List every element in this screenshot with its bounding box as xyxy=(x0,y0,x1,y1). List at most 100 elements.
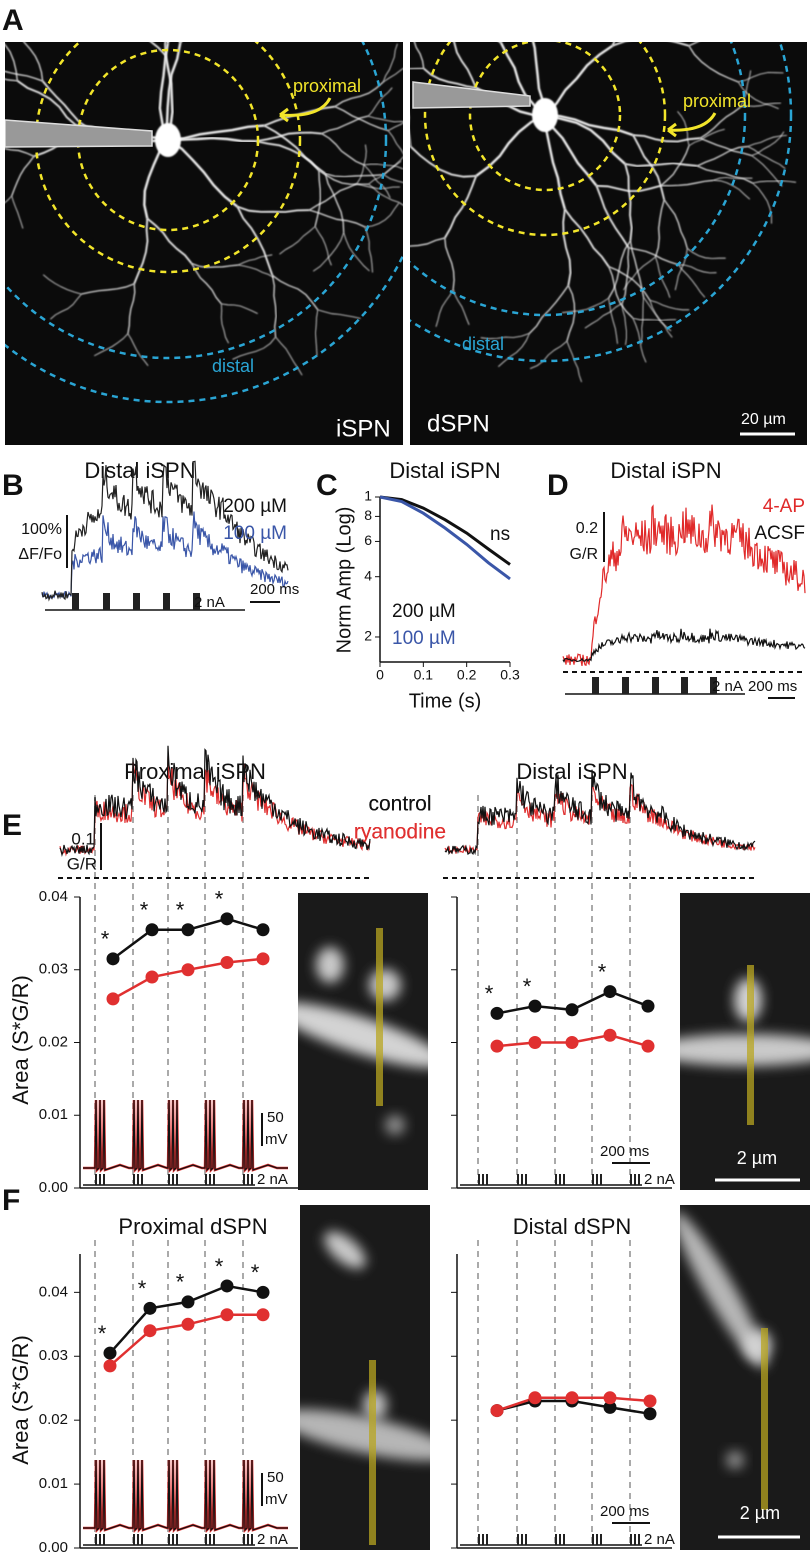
stim-pulse xyxy=(596,1174,598,1185)
image-label: dSPN xyxy=(427,410,490,437)
dendrite xyxy=(751,155,783,187)
dendrite xyxy=(413,42,425,69)
significance: * xyxy=(598,959,607,984)
y-tick-label: 1 xyxy=(364,488,372,504)
scale-label: mV xyxy=(265,1131,288,1148)
stim-pulse xyxy=(486,1534,488,1545)
series-line xyxy=(379,495,511,581)
dendrite xyxy=(158,43,170,141)
stim-pulse xyxy=(638,1534,640,1545)
fluorescence xyxy=(680,1034,810,1066)
stim-pulse xyxy=(168,1534,170,1545)
dendrite xyxy=(584,302,623,329)
stim-pulse xyxy=(209,1174,211,1185)
stim-pulse xyxy=(600,1174,602,1185)
fluorescence xyxy=(300,1409,430,1461)
significance: * xyxy=(215,1254,224,1279)
chart-title: Distal iSPN xyxy=(389,458,500,483)
dendrite xyxy=(384,4,410,26)
stim-pulse xyxy=(555,1534,557,1545)
dendrite xyxy=(312,232,345,272)
stim-pulse xyxy=(600,1534,602,1545)
panel-label: F xyxy=(2,1184,20,1217)
dendrite xyxy=(654,199,665,258)
dendrite xyxy=(363,164,391,199)
dendrite xyxy=(661,179,714,187)
dendrite xyxy=(164,42,167,56)
dendrite xyxy=(608,240,631,299)
dendrite xyxy=(699,137,752,157)
dendrite xyxy=(368,183,403,206)
trace xyxy=(41,511,289,600)
significance: * xyxy=(138,1276,147,1301)
chart-title: Distal dSPN xyxy=(513,1214,632,1239)
voltage-trace xyxy=(83,1099,288,1173)
dendrite xyxy=(334,81,384,108)
stim-pulse xyxy=(141,1174,143,1185)
fluorescence xyxy=(316,947,344,983)
legend-entry: ACSF xyxy=(754,523,805,544)
dendrite xyxy=(747,146,786,170)
dendrite xyxy=(660,145,690,187)
data-point xyxy=(603,1028,617,1042)
dendrite xyxy=(628,247,679,266)
dendrite xyxy=(94,333,129,357)
image-label: distal xyxy=(212,356,254,376)
micrograph xyxy=(5,15,403,445)
dendrite xyxy=(50,293,82,320)
dendrite xyxy=(309,183,358,211)
y-axis-label: Area (S*G/R) xyxy=(8,1335,33,1465)
dendrite xyxy=(16,80,77,127)
dendrite xyxy=(179,42,183,44)
dendrite xyxy=(167,136,257,143)
dendrite xyxy=(167,138,239,208)
dendrite xyxy=(531,0,566,35)
dendrite xyxy=(221,303,258,314)
stim-pulse xyxy=(630,1534,632,1545)
line-scan xyxy=(376,928,383,1106)
dendrite xyxy=(410,0,432,26)
dendrite xyxy=(596,184,662,193)
proximal-ring xyxy=(76,48,260,232)
dendrite xyxy=(632,134,666,201)
stim-pulse xyxy=(209,1534,211,1545)
dendrite xyxy=(439,0,451,33)
stim-pulse xyxy=(176,1534,178,1545)
dendrite xyxy=(624,163,633,241)
spine-image xyxy=(680,1205,810,1550)
y-tick-label: 4 xyxy=(364,567,372,583)
image-label: iSPN xyxy=(336,415,391,442)
y-tick-label: 0.02 xyxy=(39,1411,68,1428)
dendrite xyxy=(166,42,169,44)
dendrite xyxy=(256,140,320,172)
dendrite xyxy=(237,205,310,213)
significance: * xyxy=(215,887,224,912)
dendrite xyxy=(388,122,403,131)
stim-pulse xyxy=(486,1174,488,1185)
data-point xyxy=(220,1279,234,1293)
scale-label: 0.1 xyxy=(71,829,95,848)
data-point xyxy=(181,1295,195,1309)
image-background xyxy=(300,1205,430,1550)
dendrite xyxy=(356,183,400,190)
stim-pulse xyxy=(563,1174,565,1185)
dendrite xyxy=(146,217,193,264)
significance: * xyxy=(140,898,149,923)
dendrite xyxy=(480,333,530,340)
stim-pulse xyxy=(95,1534,97,1545)
image-label: proximal xyxy=(293,76,361,96)
data-point xyxy=(565,1036,579,1049)
dendrite xyxy=(35,15,67,31)
stim-pulse xyxy=(247,1174,249,1185)
trace xyxy=(562,504,806,667)
dendrite xyxy=(127,333,149,366)
legend-entry: ryanodine xyxy=(354,821,446,844)
significance: * xyxy=(251,1260,260,1285)
dendrite xyxy=(713,176,753,181)
dendrite xyxy=(410,133,412,147)
dendrite xyxy=(649,300,690,311)
stim-pulse xyxy=(243,1534,245,1545)
stim-pulse xyxy=(630,1174,632,1185)
dendrite xyxy=(633,134,701,143)
dendrite xyxy=(608,298,618,344)
